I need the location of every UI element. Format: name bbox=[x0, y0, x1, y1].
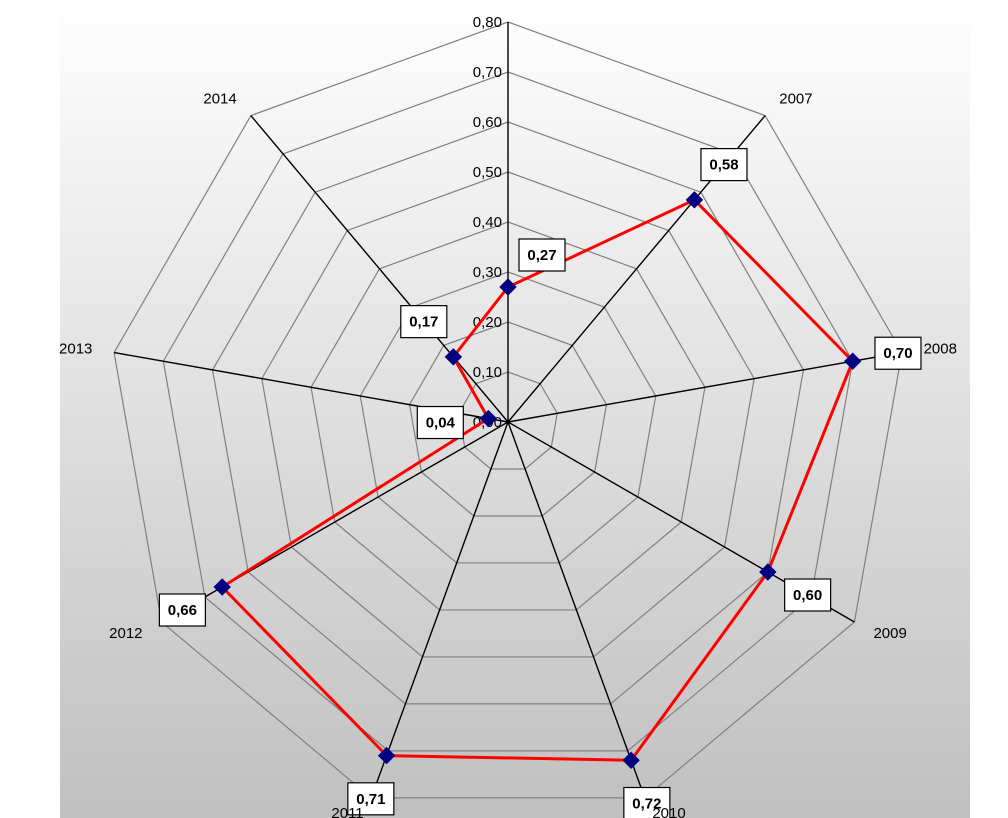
category-label: 2007 bbox=[779, 91, 812, 108]
data-point bbox=[213, 578, 231, 596]
axis-spoke bbox=[370, 421, 509, 799]
data-point bbox=[843, 352, 862, 370]
series-line bbox=[220, 198, 855, 762]
tick-label: 0,30 bbox=[473, 264, 502, 281]
tick-label: 0,40 bbox=[473, 214, 502, 231]
data-point bbox=[499, 278, 517, 296]
axis-spoke bbox=[507, 351, 903, 423]
data-label-box bbox=[158, 593, 206, 627]
data-label-box bbox=[623, 786, 671, 818]
data-point bbox=[685, 191, 704, 209]
data-label-text: 0,58 bbox=[709, 157, 738, 174]
data-point bbox=[622, 751, 640, 769]
category-label: 2014 bbox=[203, 91, 236, 108]
data-label-text: 0,27 bbox=[527, 247, 556, 264]
gridline-ring bbox=[113, 21, 903, 799]
gridline-ring bbox=[408, 321, 608, 517]
data-label-box bbox=[874, 336, 922, 370]
data-point bbox=[479, 409, 498, 428]
data-label-box bbox=[347, 782, 395, 816]
gridline-ring bbox=[162, 71, 854, 752]
tick-label: 0,10 bbox=[473, 364, 502, 381]
tick-label: 0,70 bbox=[473, 64, 502, 81]
data-label: 0,60 bbox=[784, 578, 832, 612]
data-label: 0,70 bbox=[874, 336, 922, 370]
category-label: 2011 bbox=[331, 805, 363, 818]
data-label-text: 0,70 bbox=[883, 345, 912, 362]
category-label: 2013 bbox=[59, 341, 92, 358]
data-label-box bbox=[416, 405, 464, 440]
data-label-text: 0,60 bbox=[793, 587, 822, 604]
category-label: 2009 bbox=[873, 625, 906, 642]
series bbox=[220, 198, 855, 762]
axis-spoke bbox=[507, 421, 646, 799]
data-label-box bbox=[400, 305, 448, 339]
gridline-ring bbox=[359, 271, 657, 564]
gridline-ring bbox=[310, 221, 706, 611]
data-label-text: 0,17 bbox=[409, 314, 438, 331]
axis-spoke bbox=[250, 115, 509, 423]
data-labels: 0,27 0,58 0,70 0,60 0,72 0,71 0,66 0,04 0,17 bbox=[158, 148, 922, 818]
data-label: 0,58 bbox=[700, 148, 748, 182]
gridline-ring bbox=[458, 371, 558, 470]
data-label: 0,72 bbox=[623, 786, 671, 818]
data-label: 0,17 bbox=[400, 305, 448, 339]
category-label: 2008 bbox=[924, 341, 957, 358]
category-label: 2012 bbox=[109, 625, 142, 642]
data-point bbox=[759, 563, 777, 581]
category-labels: 2007 2008 2009 2010 2011 2012 2013 2014 bbox=[59, 91, 957, 818]
data-point bbox=[444, 348, 463, 366]
tick-label: 0,20 bbox=[473, 314, 502, 331]
data-label: 0,66 bbox=[158, 593, 206, 627]
category-label: 2010 bbox=[652, 805, 685, 818]
data-point bbox=[377, 746, 396, 765]
plot-background bbox=[60, 0, 970, 818]
data-label-text: 0,66 bbox=[168, 602, 197, 619]
data-label: 0,27 bbox=[518, 238, 566, 272]
data-label: 0,04 bbox=[416, 405, 464, 440]
gridline-ring bbox=[261, 171, 755, 658]
data-label: 0,71 bbox=[347, 782, 395, 816]
grid bbox=[113, 21, 903, 799]
data-label-box bbox=[700, 148, 748, 182]
data-label-box bbox=[784, 578, 832, 612]
data-label-box bbox=[518, 238, 566, 272]
tick-label: 0,60 bbox=[473, 114, 502, 131]
data-label-text: 0,04 bbox=[426, 415, 456, 432]
series-markers bbox=[213, 191, 862, 769]
data-label-text: 0,71 bbox=[356, 791, 385, 808]
data-label-text: 0,72 bbox=[632, 796, 661, 813]
tick-label: 0,80 bbox=[473, 14, 502, 31]
radial-tick-labels: 0,000,100,200,300,400,500,600,700,80 bbox=[473, 14, 502, 431]
gridline-ring bbox=[211, 121, 805, 705]
tick-label: 0,50 bbox=[473, 164, 502, 181]
